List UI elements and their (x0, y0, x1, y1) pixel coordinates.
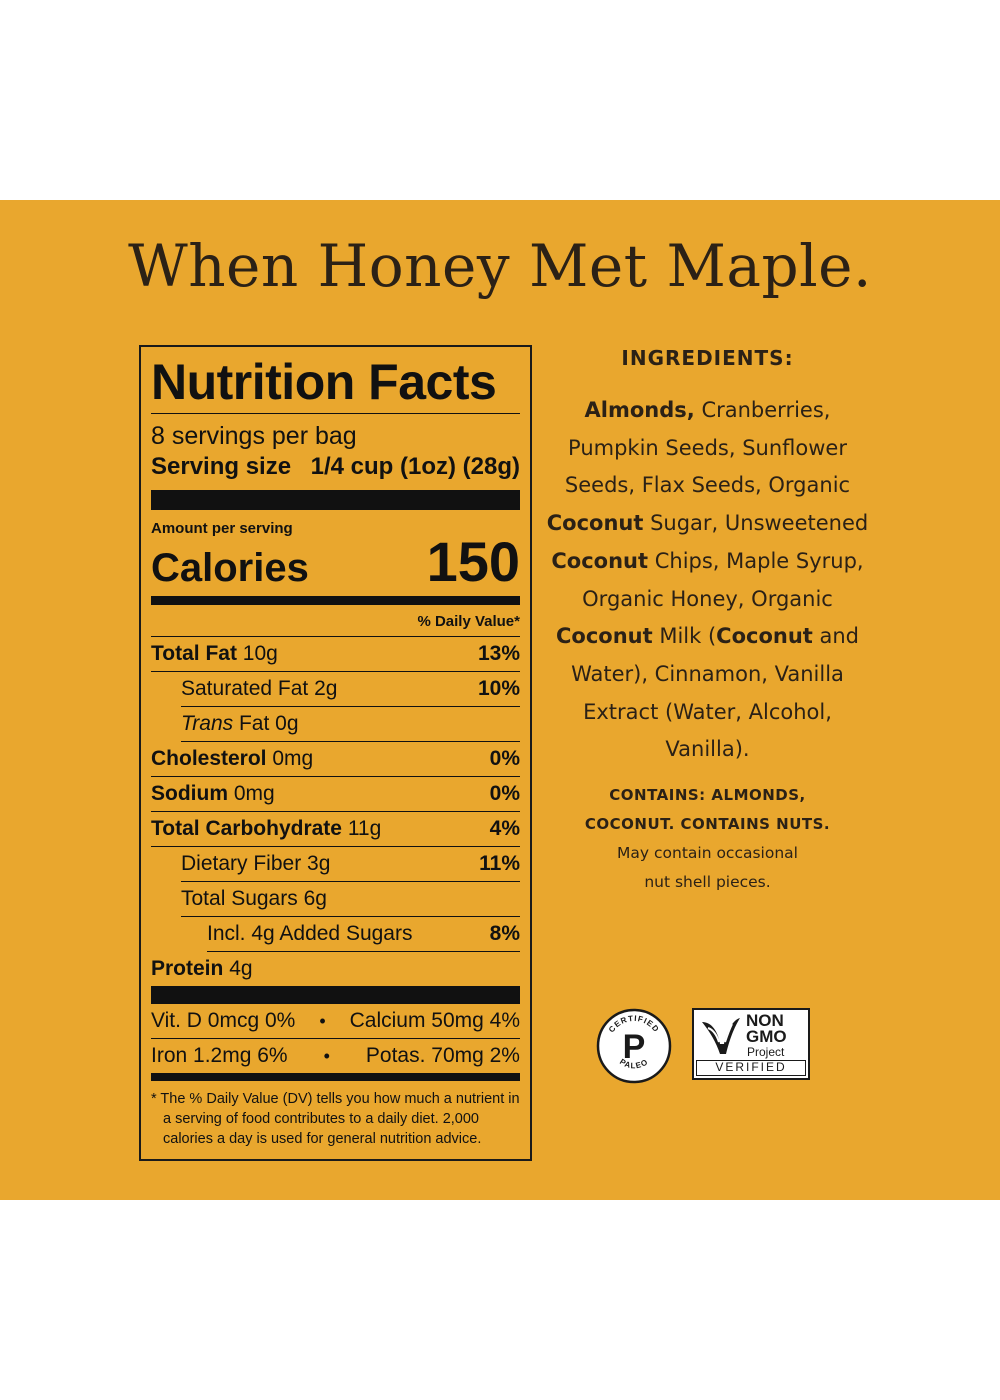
divider-thick (151, 986, 520, 1004)
allergen-line: CONTAINS: ALMONDS, (609, 786, 806, 805)
ingredients-list: Almonds, Cranberries, Pumpkin Seeds, Sun… (545, 392, 870, 769)
nutrient-label: Total Fat (151, 642, 237, 665)
nutrient-row-total-carbohydrate: Total Carbohydrate 11g 4% (151, 812, 520, 847)
product-title: When Honey Met Maple. (128, 232, 872, 300)
nutrient-dv: 13% (477, 642, 520, 665)
ingredient-text: Cranberries, Pumpkin Seeds, Sunflower Se… (564, 398, 851, 498)
ingredients-heading: INGREDIENTS: (621, 346, 794, 370)
amount-per-serving: Amount per serving (151, 520, 293, 537)
paleo-bottom-text: PALEO (618, 1057, 649, 1070)
allergen-statement: CONTAINS: ALMONDS, COCONUT. CONTAINS NUT… (545, 781, 870, 839)
daily-value-header: % Daily Value* (151, 605, 520, 637)
allergen-line: COCONUT. CONTAINS NUTS. (584, 815, 831, 834)
non-gmo-text: NON (746, 1011, 784, 1030)
ingredients-section: INGREDIENTS: Almonds, Cranberries, Pumpk… (545, 340, 870, 897)
vitamin-row: Vit. D 0mcg 0% • Calcium 50mg 4% (151, 1004, 520, 1039)
nutrient-dv: 0% (489, 782, 520, 805)
vitamin-row: Iron 1.2mg 6% • Potas. 70mg 2% (151, 1039, 520, 1073)
nutrient-amount: 11g (347, 817, 382, 840)
nutrient-amount: 0mg (272, 747, 314, 770)
nutrient-dv: 11% (479, 852, 520, 875)
servings-per-container: 8 servings per bag (151, 422, 357, 450)
nutrient-dv: 8% (489, 922, 520, 945)
vitamin-left: Iron 1.2mg 6% (151, 1044, 288, 1067)
ingredient-bold: Almonds, (584, 398, 695, 422)
divider-thick (151, 490, 520, 510)
nutrient-dv: 4% (489, 817, 520, 840)
nutrient-row-cholesterol: Cholesterol 0mg 0% (151, 742, 520, 777)
vitamin-left: Vit. D 0mcg 0% (151, 1009, 296, 1032)
nutrient-row-added-sugars: Incl. 4g Added Sugars 8% (207, 917, 520, 952)
non-gmo-verified-badge: NON GMO Project VERIFIED (692, 1008, 810, 1080)
divider-medium (151, 596, 520, 605)
nutrient-label: Trans (181, 712, 234, 735)
nutrient-amount: 4g (229, 957, 253, 980)
nutrient-row-saturated-fat: Saturated Fat 2g 10% (181, 672, 520, 707)
nutrient-amount: 10g (242, 642, 278, 665)
daily-value-footnote: * The % Daily Value (DV) tells you how m… (151, 1091, 520, 1147)
certified-paleo-badge: CERTIFIED P PALEO (596, 1008, 672, 1084)
nutrient-row-sodium: Sodium 0mg 0% (151, 777, 520, 812)
ingredient-bold: Coconut (556, 624, 653, 649)
nutrient-label-rest: Fat (238, 712, 270, 735)
bullet: • (319, 1010, 326, 1031)
ingredient-text: Chips, Maple Syrup, Organic Honey, Organ… (582, 548, 864, 611)
vitamin-right: Potas. 70mg 2% (365, 1044, 520, 1067)
nutrient-amount: 2g (314, 677, 338, 700)
nutrient-label: Protein (151, 957, 224, 980)
ingredient-bold: Coconut (716, 624, 813, 649)
nutrient-label: Total Carbohydrate (151, 817, 342, 840)
nutrition-facts-heading: Nutrition Facts (151, 351, 520, 414)
non-gmo-verified-text: VERIFIED (696, 1060, 806, 1076)
serving-size: Serving size 1/4 cup (1oz) (28g) (151, 452, 520, 482)
nutrient-label: Saturated Fat (181, 677, 309, 700)
nutrient-dv: 10% (477, 677, 520, 700)
nutrient-row-protein: Protein 4g (151, 952, 520, 986)
nutrition-facts-panel: Nutrition Facts 8 servings per bag Servi… (139, 345, 532, 1161)
calories-label: Calories (151, 546, 309, 590)
nutrient-label: Sodium (151, 782, 228, 805)
nutrient-dv: 0% (489, 747, 520, 770)
nutrient-row-trans-fat: Trans Fat 0g (181, 707, 520, 742)
butterfly-icon (702, 1018, 740, 1054)
may-contain-line: nut shell pieces. (644, 873, 771, 892)
non-gmo-project-text: Project (747, 1045, 785, 1059)
label-panel: When Honey Met Maple. Nutrition Facts 8 … (0, 200, 1000, 1200)
paleo-letter: P (623, 1028, 646, 1066)
nutrient-row-total-sugars: Total Sugars 6g (181, 882, 520, 917)
ingredient-text: and Water), Cinnamon, Vanilla Extract (W… (571, 624, 859, 762)
ingredient-bold: Coconut (546, 511, 644, 536)
ingredient-text: Sugar, Unsweetened (643, 511, 869, 536)
divider-medium (151, 1073, 520, 1081)
serving-size-label: Serving size (151, 453, 292, 480)
serving-size-value: 1/4 cup (1oz) (28g) (310, 453, 520, 480)
ingredient-text: Milk ( (652, 624, 717, 649)
nutrient-label: Dietary Fiber (181, 852, 302, 875)
nutrient-amount: 0mg (233, 782, 275, 805)
calories-row: Calories 150 (151, 529, 520, 594)
calories-value: 150 (426, 530, 520, 593)
may-contain-line: May contain occasional (617, 844, 798, 863)
nutrient-amount: 3g (307, 852, 331, 875)
nutrient-label: Cholesterol (151, 747, 267, 770)
may-contain-note: May contain occasional nut shell pieces. (545, 839, 870, 897)
nutrient-label: Incl. 4g Added Sugars (207, 922, 413, 945)
nutrient-label: Total Sugars (181, 887, 298, 910)
nutrient-row-dietary-fiber: Dietary Fiber 3g 11% (181, 847, 520, 882)
nutrient-row-total-fat: Total Fat 10g 13% (151, 637, 520, 672)
non-gmo-text: GMO (746, 1027, 787, 1046)
nutrient-amount: 6g (303, 887, 327, 910)
vitamin-right: Calcium 50mg 4% (349, 1009, 520, 1032)
ingredient-bold: Coconut (551, 548, 649, 573)
nutrient-amount: 0g (275, 712, 299, 735)
bullet: • (323, 1045, 330, 1066)
svg-text:PALEO: PALEO (618, 1057, 650, 1070)
